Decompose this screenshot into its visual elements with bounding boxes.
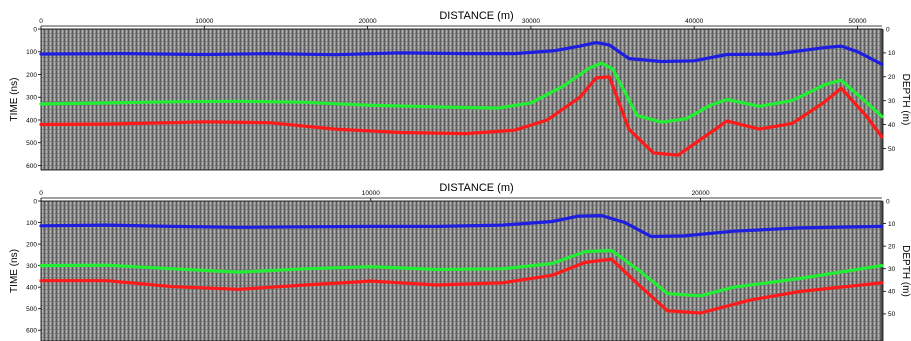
horizon-line-blue (39, 214, 884, 239)
horizon-line-green (39, 61, 884, 124)
y2-tick-label: 20 (888, 243, 896, 250)
y-tick-label: 300 (26, 95, 37, 102)
y-tick-label: 400 (26, 117, 37, 124)
y-tick-label: 500 (26, 306, 37, 313)
x-axis-title: DISTANCE (m) (439, 10, 513, 22)
horizon-line-red (39, 257, 884, 315)
x-tick-label: 20000 (692, 190, 710, 197)
profile-panel-1: 0 10000 20000 30000 40000 50000 DISTANCE (m) 0 1… (9, 10, 911, 171)
y2-tick-label: 30 (888, 266, 896, 273)
y-tick-label: 500 (26, 140, 37, 147)
y2-tick-label: 10 (888, 50, 896, 57)
y2-axis-title: DEPTH (m) (900, 74, 911, 126)
y-tick-label: 600 (26, 163, 37, 170)
y-tick-label: 600 (26, 328, 37, 335)
x-tick-label: 30000 (522, 18, 540, 25)
y-tick-label: 300 (26, 263, 37, 270)
y2-tick-label: 20 (888, 74, 896, 81)
plot-frame (40, 200, 883, 341)
x-tick-label: 40000 (685, 18, 703, 25)
y-tick-label: 200 (26, 241, 37, 248)
y-tick-label: 0 (33, 26, 37, 33)
y-tick-label: 200 (26, 72, 37, 79)
y2-axis-title: DEPTH (m) (900, 245, 911, 297)
x-axis-title: DISTANCE (m) (439, 182, 513, 194)
y-axis-title: TIME (ns) (9, 249, 20, 293)
x-tick-label: 10000 (362, 190, 380, 197)
y-tick-label: 400 (26, 284, 37, 291)
horizon-line-green (39, 248, 884, 298)
x-tick-label: 50000 (848, 18, 866, 25)
y2-tick-label-zero: 0 (886, 26, 890, 33)
x-tick-label: 0 (39, 18, 43, 25)
y2-tick-label: 10 (888, 221, 896, 228)
horizon-line-blue (39, 40, 884, 66)
y2-tick-label: 50 (888, 146, 896, 153)
y-axis-title: TIME (ns) (9, 78, 20, 122)
radargram-image (41, 201, 882, 341)
y2-tick-label: 30 (888, 98, 896, 105)
plot-frame (40, 28, 883, 171)
y2-tick-label: 40 (888, 289, 896, 296)
y-tick-label: 0 (33, 198, 37, 205)
y2-tick-label: 40 (888, 122, 896, 129)
x-tick-label: 0 (39, 190, 43, 197)
x-tick-label: 20000 (359, 18, 377, 25)
radargram-image (41, 29, 882, 170)
y-tick-label: 100 (26, 220, 37, 227)
x-tick-label: 10000 (195, 18, 213, 25)
y2-tick-label: 50 (888, 311, 896, 318)
y2-tick-label-zero: 0 (886, 198, 890, 205)
y-tick-label: 100 (26, 49, 37, 56)
horizon-line-red (39, 75, 884, 157)
